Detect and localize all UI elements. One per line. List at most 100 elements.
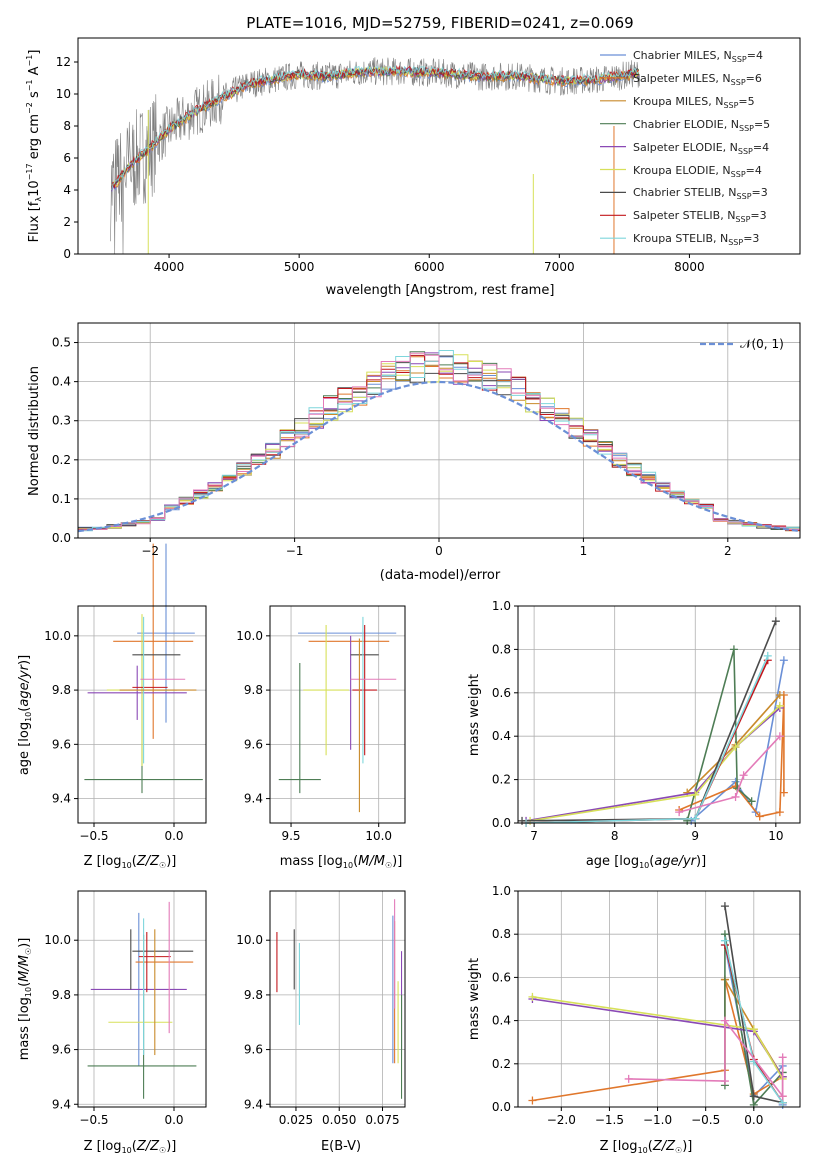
mass-weight-vs-Z-series-3 [724,934,784,1107]
mass-weight-vs-age-series-2 [686,694,781,794]
mass-vs-EBV-ytick-label-1: 9.6 [244,1043,263,1057]
age-vs-Z-ytick-label-1: 9.6 [52,737,71,751]
residuals-xlabel: (data-model)/error [380,568,501,583]
spectrum-ytick-label-1: 2 [63,215,71,229]
mass-weight-vs-Z-xtick-label-4: 0.0 [744,1113,763,1127]
mass-weight-vs-age-marker-0-3 [779,656,788,665]
observed-spectrum [110,57,640,254]
mw-age-xlabel: age [log10(age/yr)] [586,854,706,870]
model-spectrum-8 [111,65,640,190]
legend-label-8: Kroupa STELIB, NSSP=3 [633,232,759,247]
mass-z-ylabel: mass [log10(M/M☉)] [17,938,33,1061]
residuals-ytick-label-5: 0.5 [52,336,71,350]
spectrum-xtick-label-0: 4000 [154,260,185,274]
mass-weight-vs-age-marker-9-1 [731,792,740,801]
mass-weight-vs-age-marker-8-1 [691,814,700,823]
mass-weight-vs-age-marker-8-2 [763,651,772,660]
spectrum-plot-area [110,57,640,254]
age-vs-Z-ytick-label-3: 10.0 [44,629,71,643]
spectrum-ytick-label-2: 4 [63,183,71,197]
mass-weight-vs-age-ytick-label-5: 1.0 [492,599,511,613]
legend-label-2: Kroupa MILES, NSSP=5 [633,95,755,110]
figure-title: PLATE=1016, MJD=52759, FIBERID=0241, z=0… [246,14,633,32]
residual-histogram-9 [78,352,800,532]
mass-weight-vs-age-marker-6-2 [771,617,780,626]
mass-vs-Z-ytick-label-3: 10.0 [44,933,71,947]
age-vs-mass-xtick-label-1: 10.0 [365,829,392,843]
spectrum-ylabel: Flux [fλ10−17 erg cm−2 s−1 A−1] [25,50,43,243]
mass-weight-vs-Z-marker-9-2 [720,1016,729,1025]
residuals-xtick-label-0: −2 [141,544,159,558]
mass-weight-vs-age-ytick-label-4: 0.8 [492,642,511,656]
mass-weight-vs-age-ytick-label-3: 0.6 [492,686,511,700]
mass-vs-EBV-ytick-label-3: 10.0 [236,933,263,947]
mass-weight-vs-age-ytick-label-0: 0.0 [492,816,511,830]
spectrum-ytick-label-4: 8 [63,119,71,133]
mass-weight-vs-age-series-4 [525,707,781,822]
age-mass-xlabel: mass [log10(M/M☉)] [280,854,403,870]
mass-weight-vs-Z-xtick-label-2: −1.0 [643,1113,672,1127]
mass-weight-vs-Z-marker-8-0 [720,936,729,945]
legend-label-6: Chabrier STELIB, NSSP=3 [633,186,768,201]
mass-weight-vs-age-series-1 [678,694,785,818]
mass-weight-vs-Z-xtick-label-0: −2.0 [547,1113,576,1127]
residuals-xtick-label-4: 2 [724,544,732,558]
normal-curve [78,380,800,533]
mass-weight-vs-age-marker-2-2 [775,690,784,699]
mw-age-ylabel: mass weight [467,674,482,756]
mass-weight-vs-Z-marker-9-3 [778,1092,787,1101]
mass-vs-Z-xtick-label-0: −0.5 [79,1113,108,1127]
mw-z-xlabel: Z [log10(Z/Z☉)] [600,1139,693,1155]
residuals-ytick-label-2: 0.2 [52,453,71,467]
residuals-legend: 𝒩(0, 1) [700,337,784,351]
mass-weight-vs-age-marker-5-1 [691,790,700,799]
mass-weight-vs-age-marker-9-3 [775,732,784,741]
age-z-ylabel: age [log10(age/yr)] [17,655,33,775]
legend-label-5: Kroupa ELODIE, NSSP=4 [633,164,762,179]
legend-label-1: Salpeter MILES, NSSP=6 [633,72,762,87]
mass-weight-vs-Z-marker-5-1 [749,1025,758,1034]
mass-weight-vs-age-xtick-label-2: 9 [691,829,699,843]
legend-label-3: Chabrier ELODIE, NSSP=5 [633,118,770,133]
mass-weight-vs-Z-marker-9-4 [778,1053,787,1062]
age-vs-Z-frame [77,605,207,824]
mass-weight-vs-age-frame [517,605,801,824]
spectrum-xtick-label-1: 5000 [284,260,315,274]
spectrum-legend: Chabrier MILES, NSSP=4 Salpeter MILES, N… [633,49,770,247]
mass-weight-vs-age-marker-9-2 [739,771,748,780]
age-vs-mass-frame [269,605,406,824]
age-vs-mass-ytick-label-0: 9.4 [244,792,263,806]
model-spectrum-0 [111,68,639,192]
age-vs-mass-ytick-label-1: 9.6 [244,737,263,751]
mass-weight-vs-Z-frame [517,890,801,1108]
legend-label-0: Chabrier MILES, NSSP=4 [633,49,763,64]
mass-vs-EBV-xtick-label-2: 0.075 [365,1113,399,1127]
mass-weight-vs-Z-xtick-label-3: −0.5 [691,1113,720,1127]
spectrum-ytick-label-5: 10 [56,87,71,101]
spectrum-xtick-label-3: 7000 [544,260,575,274]
mass-vs-EBV-xtick-label-0: 0.025 [279,1113,313,1127]
legend-label-7: Salpeter STELIB, NSSP=3 [633,209,767,224]
spectrum-ytick-label-6: 12 [56,55,71,69]
mass-vs-EBV-frame [269,890,406,1108]
mass-weight-vs-age-marker-5-3 [775,701,784,710]
mass-z-xlabel: Z [log10(Z/Z☉)] [84,1139,177,1155]
spectrum-ytick-label-0: 0 [63,247,71,261]
mass-weight-vs-age-series-0 [690,660,785,822]
spectrum-xtick-label-2: 6000 [414,260,445,274]
age-vs-mass-xtick-label-0: 9.5 [281,829,300,843]
mass-weight-vs-age-xtick-label-1: 8 [611,829,619,843]
age-vs-mass-ytick-label-2: 9.8 [244,683,263,697]
age-vs-mass-ytick-label-3: 10.0 [236,629,263,643]
mass-weight-vs-age-xtick-label-3: 10 [768,829,783,843]
mass-weight-vs-age-marker-3-3 [747,797,756,806]
mass-weight-vs-Z-ytick-label-4: 0.8 [492,927,511,941]
residuals-ytick-label-1: 0.1 [52,492,71,506]
mass-weight-vs-Z-marker-1-0 [528,1096,537,1105]
spectrum-xtick-label-4: 8000 [674,260,705,274]
mass-weight-vs-Z-ytick-label-3: 0.6 [492,970,511,984]
mass-weight-vs-age-series-9 [678,735,781,813]
residuals-xtick-label-3: 1 [580,544,588,558]
mass-vs-EBV-ytick-label-0: 9.4 [244,1097,263,1111]
